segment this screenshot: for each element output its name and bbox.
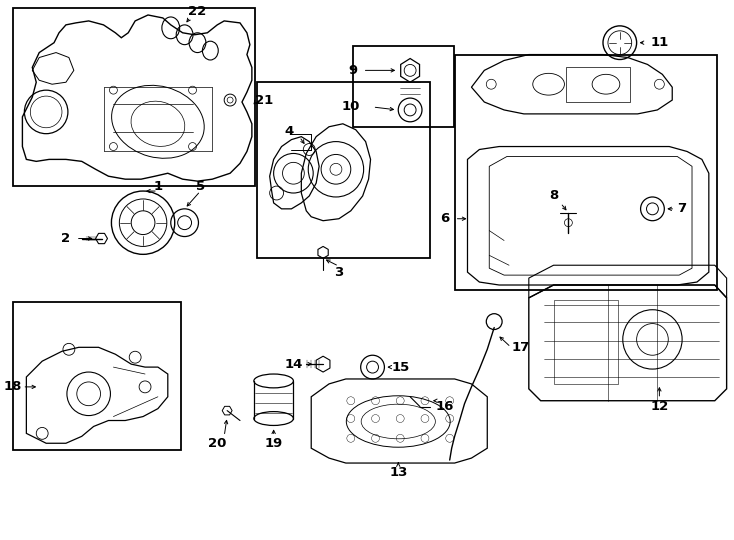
Text: 6: 6 <box>440 212 449 225</box>
Text: 11: 11 <box>650 36 669 49</box>
Text: 1: 1 <box>153 180 162 193</box>
Text: 12: 12 <box>650 400 669 413</box>
Bar <box>12 8 255 186</box>
Text: 10: 10 <box>341 100 360 113</box>
Text: 18: 18 <box>4 380 22 393</box>
Text: 22: 22 <box>189 4 206 17</box>
Bar <box>353 46 454 127</box>
Text: 5: 5 <box>196 180 205 193</box>
Text: 7: 7 <box>677 202 687 215</box>
Text: 15: 15 <box>391 361 410 374</box>
Text: 4: 4 <box>285 125 294 138</box>
Bar <box>257 82 430 258</box>
Text: 16: 16 <box>435 400 454 413</box>
Text: 13: 13 <box>389 467 407 480</box>
Text: 21: 21 <box>255 93 273 106</box>
Text: 9: 9 <box>348 64 357 77</box>
Text: 3: 3 <box>334 266 344 279</box>
Text: 8: 8 <box>549 190 558 202</box>
Text: 14: 14 <box>284 357 302 370</box>
Bar <box>12 302 181 450</box>
Text: 19: 19 <box>264 437 283 450</box>
Text: 17: 17 <box>512 341 530 354</box>
Text: 20: 20 <box>208 437 227 450</box>
Text: 2: 2 <box>62 232 70 245</box>
Bar <box>454 55 716 290</box>
